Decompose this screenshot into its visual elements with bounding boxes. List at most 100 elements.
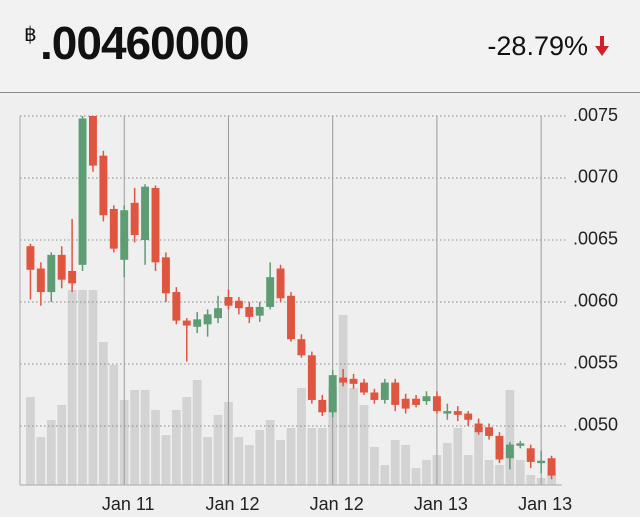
x-tick-label: Jan 13 [518,494,572,514]
candle-body [224,297,233,306]
volume-bar [161,435,171,485]
volume-bar [26,397,35,485]
candle-body [182,320,191,326]
candle-body [307,355,316,400]
volume-bar [390,440,400,485]
volume-bar [474,427,483,485]
volume-bar [338,315,348,485]
candle-body [328,375,337,413]
volume-bar [88,290,98,485]
candle-body [380,382,389,400]
volume-bar [411,468,421,485]
candle-body [505,444,514,459]
y-tick-label: .0070 [573,167,618,187]
candle-body [297,339,306,356]
candle-body [349,378,358,384]
candle-body [36,268,45,293]
candle-body [57,254,66,280]
y-tick-label: .0050 [573,415,618,435]
volume-bar [57,405,67,485]
volume-bar [67,290,77,485]
volume-bar [453,428,463,485]
candle-body [89,116,97,166]
volume-bar [484,460,494,485]
volume-bar [244,445,254,485]
volume-bar [182,397,192,485]
volume-bar [130,390,140,485]
y-tick-label: .0060 [573,291,618,311]
candle-body [47,254,56,293]
volume-bar [380,465,390,485]
candle-body [370,392,379,400]
volume-bar [265,420,275,485]
candle-body [109,208,118,249]
x-tick-label: Jan 11 [102,494,155,514]
volume-bar [297,388,306,485]
candle-body [412,398,421,405]
volume-bar [359,405,369,485]
candle-body [151,187,160,263]
volume-bar [255,430,265,485]
candle-body [99,155,108,216]
candle-body [68,270,77,284]
candle-body [172,292,181,321]
volume-bar [422,460,431,485]
candle-body [78,118,87,265]
candle-body [193,319,202,327]
volume-bar [505,390,515,485]
candle-body [234,300,243,309]
candle-body [141,186,150,240]
volume-bar [401,445,411,485]
volume-bar [36,437,46,485]
candle-body [464,413,473,420]
candle-body [537,460,546,464]
candle-body [401,398,410,409]
candle-body [432,396,441,412]
candle-body [130,202,139,236]
volume-bar [442,443,452,485]
header: ฿ .00460000 -28.79% [0,0,640,93]
candle-body [120,210,129,260]
volume-bar [495,465,504,485]
candle-body [495,435,504,460]
volume-bar [99,342,108,485]
candle-body [26,246,35,270]
candle-body [360,382,368,393]
candle-body [266,277,275,307]
volume-bar [234,437,244,485]
candle-body [474,423,483,433]
volume-bar [203,437,212,485]
y-tick-label: .0055 [573,353,618,373]
volume-bar [171,410,181,485]
candle-body [318,399,327,413]
candle-body [245,306,254,317]
candle-body [526,448,535,462]
volume-bar [515,460,525,485]
volume-bar [307,428,317,485]
x-tick-label: Jan 12 [310,494,364,514]
volume-bar [463,455,473,485]
volume-bar [349,388,358,485]
volume-bar [78,290,87,485]
candle-body [453,411,462,415]
candle-body [276,268,285,299]
volume-bar [213,415,223,485]
volume-bar [151,410,160,485]
currency-symbol: ฿ [24,24,37,46]
candle-body [391,382,400,405]
candle-body [287,295,295,340]
volume-bar [109,365,119,485]
chart: .0075 .0070 .0065 .0060 .0055 .0050 Jan 11 Jan … [19,105,618,514]
volume-bar [140,390,150,485]
volume-bar [192,380,202,485]
down-arrow [595,36,609,56]
price: .00460000 [40,17,249,69]
candle-body [485,427,493,436]
candle-body [161,257,170,294]
y-tick-label: .0075 [573,105,618,125]
candle-body [422,396,431,402]
candle-body [547,458,556,476]
x-tick-label: Jan 12 [205,494,259,514]
x-tick-label: Jan 13 [414,494,468,514]
